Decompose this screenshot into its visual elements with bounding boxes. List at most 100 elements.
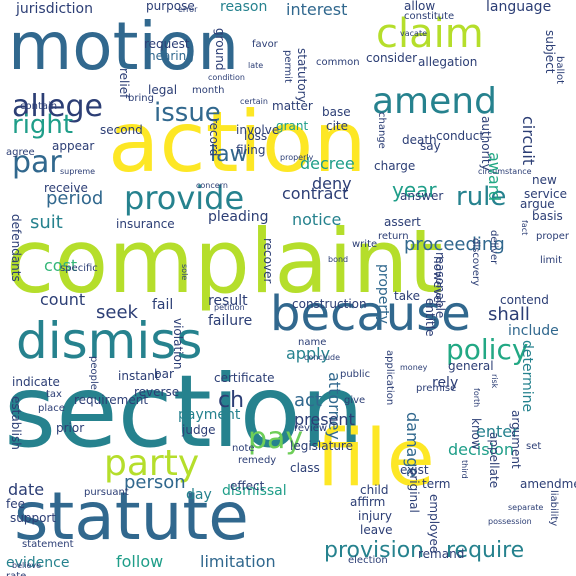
word-concern: concern bbox=[196, 181, 228, 190]
word-rule: rule bbox=[456, 182, 507, 212]
word-enter: enter bbox=[476, 422, 519, 441]
word-discovery: discovery bbox=[470, 238, 481, 287]
word-third: third bbox=[460, 460, 469, 479]
word-people: people bbox=[88, 356, 99, 390]
word-set: set bbox=[526, 441, 542, 452]
word-follow: follow bbox=[116, 552, 164, 571]
word-money: money bbox=[400, 363, 428, 372]
word-remedy: remedy bbox=[238, 455, 277, 466]
word-specific: specific bbox=[60, 263, 98, 274]
word-premise: premise bbox=[416, 383, 457, 394]
word-recover: recover bbox=[261, 238, 275, 284]
word-circumstance: circumstance bbox=[478, 167, 532, 176]
word-because: because bbox=[270, 286, 471, 342]
word-deny: deny bbox=[312, 174, 352, 193]
word-present: present bbox=[294, 410, 355, 429]
word-decree: decree bbox=[300, 154, 355, 173]
word-service: service bbox=[524, 187, 567, 201]
word-statute: statute bbox=[14, 478, 249, 555]
word-statutory: statutory bbox=[295, 48, 309, 103]
word-request: request bbox=[144, 37, 190, 51]
word-note: note bbox=[232, 443, 255, 454]
word-rely: rely bbox=[432, 375, 459, 391]
word-injury: injury bbox=[358, 509, 392, 523]
word-notice: notice bbox=[292, 210, 342, 229]
word-appellate: appellate bbox=[487, 432, 501, 489]
word-apply: apply bbox=[286, 344, 331, 363]
word-original: original bbox=[407, 468, 421, 513]
word-contract: contract bbox=[282, 184, 349, 203]
word-effect: effect bbox=[230, 479, 265, 493]
word-pleading: pleading bbox=[208, 209, 269, 225]
word-judge: judge bbox=[182, 423, 216, 437]
word-favor: favor bbox=[252, 39, 278, 50]
word-reason: reason bbox=[220, 0, 268, 15]
word-cite: cite bbox=[326, 119, 349, 133]
word-attorney: attorney bbox=[325, 372, 344, 440]
word-class: class bbox=[290, 461, 320, 475]
word-amendment: amendment bbox=[520, 477, 576, 491]
word-charge: charge bbox=[374, 159, 416, 173]
word-general: general bbox=[448, 359, 494, 373]
word-appear: appear bbox=[52, 139, 95, 153]
word-permit: permit bbox=[282, 50, 293, 83]
word-pursuant: pursuant bbox=[84, 487, 129, 498]
word-election: election bbox=[348, 555, 388, 566]
word-employee: employee bbox=[427, 494, 441, 554]
word-allow: allow bbox=[404, 0, 436, 13]
word-filing: filing bbox=[236, 143, 266, 157]
word-record: record bbox=[207, 118, 221, 157]
word-seek: seek bbox=[96, 302, 138, 323]
word-provision: provision bbox=[324, 538, 425, 563]
word-involve: involve bbox=[236, 123, 280, 137]
word-person: person bbox=[124, 472, 186, 493]
word-prior: prior bbox=[56, 421, 85, 435]
word-conduct: conduct bbox=[436, 129, 485, 143]
word-grant: grant bbox=[276, 119, 309, 133]
word-determine: determine bbox=[519, 340, 535, 413]
word-complaint: complaint bbox=[6, 210, 443, 313]
word-dismiss: dismiss bbox=[16, 312, 203, 370]
word-fact: fact bbox=[520, 220, 529, 236]
word-possession: possession bbox=[488, 517, 532, 526]
word-give: give bbox=[344, 395, 366, 406]
word-take: take bbox=[394, 289, 420, 303]
word-death: death bbox=[402, 133, 437, 147]
word-bar: bar bbox=[154, 367, 174, 381]
word-interest: interest bbox=[286, 0, 348, 19]
word-provide: provide bbox=[124, 179, 245, 217]
word-change: change bbox=[376, 112, 387, 149]
word-properly: properly bbox=[280, 153, 314, 162]
word-ballot: ballot bbox=[554, 56, 565, 85]
word-property: property bbox=[375, 264, 391, 324]
word-assert: assert bbox=[384, 215, 421, 229]
word-liability: liability bbox=[548, 490, 559, 527]
word-cost: cost bbox=[44, 256, 78, 275]
word-contend: contend bbox=[500, 293, 549, 307]
word-return: return bbox=[378, 231, 409, 242]
word-name: name bbox=[298, 337, 327, 348]
word-supreme: supreme bbox=[60, 167, 96, 176]
word-rate: rate bbox=[6, 572, 26, 576]
word-relief: relief bbox=[117, 68, 131, 99]
word-evidence: evidence bbox=[6, 555, 70, 571]
word-condition: condition bbox=[208, 73, 245, 82]
word-risk: risk bbox=[490, 374, 499, 389]
word-language: language bbox=[486, 0, 552, 15]
word-exist: exist bbox=[400, 463, 429, 477]
word-petition: petition bbox=[214, 303, 245, 312]
word-limitation: limitation bbox=[200, 552, 276, 571]
word-decision: decision bbox=[448, 440, 514, 459]
word-separate: separate bbox=[508, 503, 544, 512]
word-dismissal: dismissal bbox=[222, 483, 287, 499]
word-certain: certain bbox=[240, 97, 268, 106]
word-late: late bbox=[248, 61, 264, 70]
word-construction: construction bbox=[292, 297, 367, 311]
word-jurisdiction: jurisdiction bbox=[16, 1, 93, 17]
word-hearing: hearing bbox=[148, 49, 194, 63]
word-allege: allege bbox=[12, 89, 104, 124]
word-new: new bbox=[532, 173, 557, 187]
word-require: require bbox=[446, 538, 525, 563]
word-know: know bbox=[469, 418, 483, 450]
